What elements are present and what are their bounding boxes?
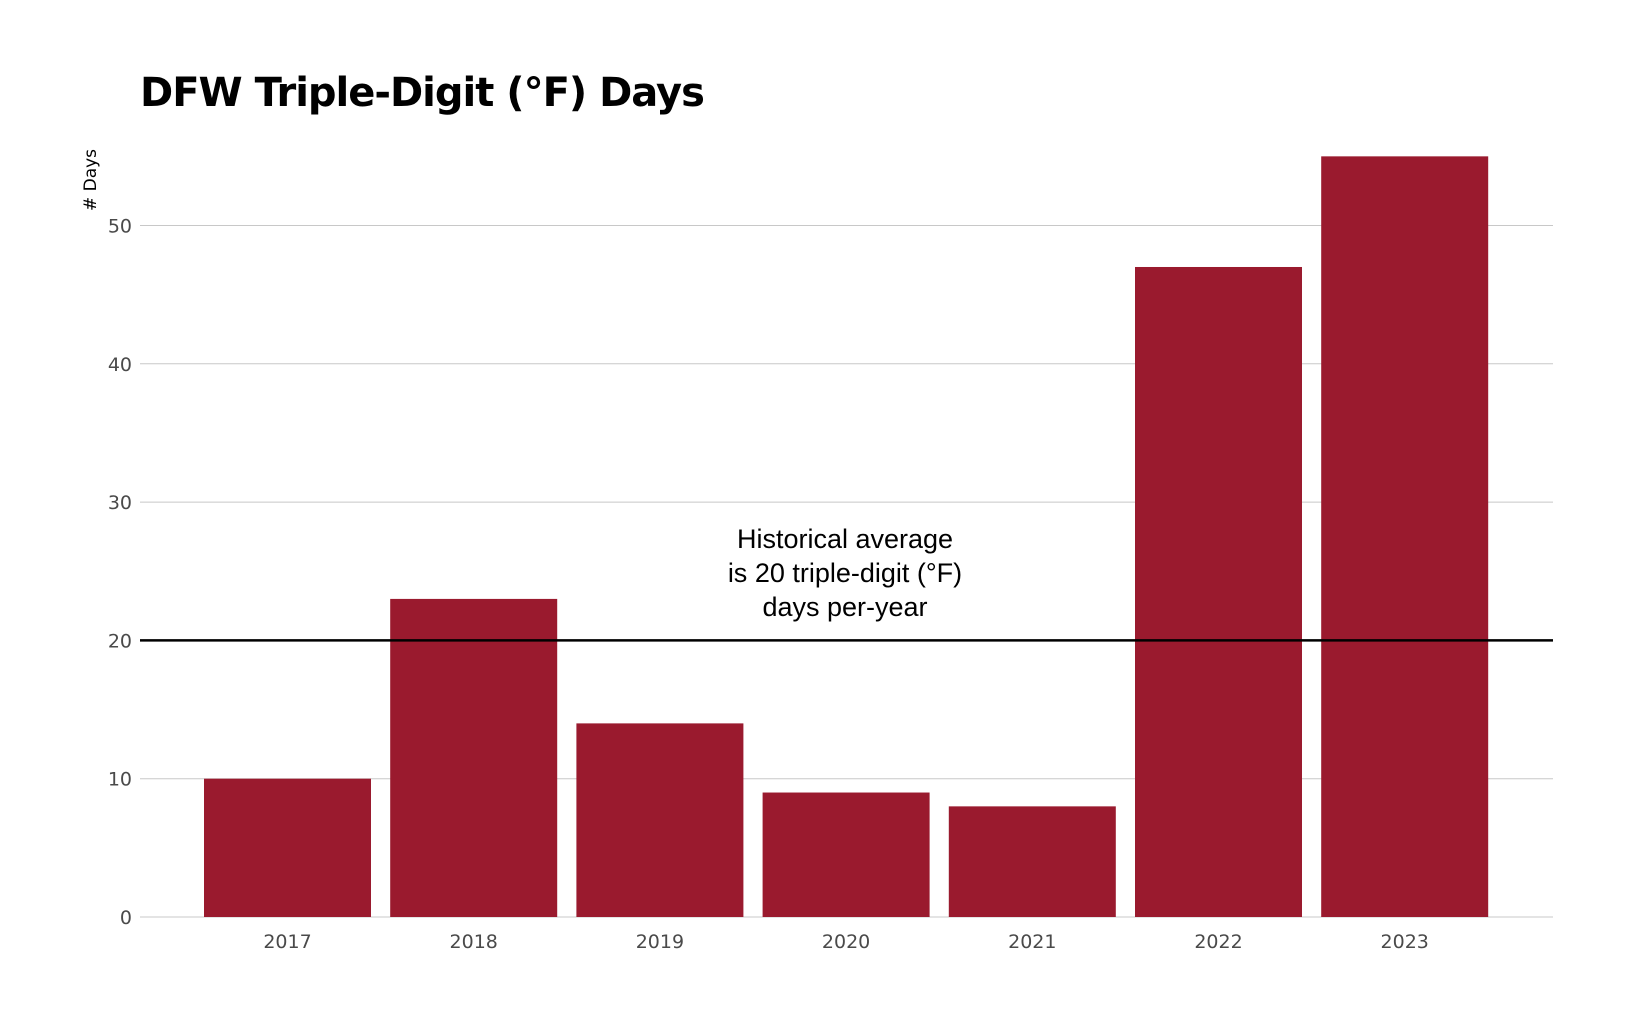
x-tick-label: 2022 — [1194, 931, 1242, 953]
y-axis-title: # Days — [81, 149, 101, 211]
x-tick-label: 2023 — [1381, 931, 1429, 953]
y-tick-label: 10 — [108, 769, 132, 791]
x-tick-label: 2020 — [822, 931, 870, 953]
chart-title: DFW Triple-Digit (°F) Days — [140, 70, 705, 116]
annotation-line: Historical average — [737, 524, 953, 554]
bar-2020 — [762, 792, 930, 917]
y-tick-label: 30 — [108, 492, 132, 514]
y-tick-label: 40 — [108, 354, 132, 376]
bar-2023 — [1321, 156, 1489, 918]
bar-2018 — [390, 598, 558, 917]
x-tick-label: 2018 — [450, 931, 498, 953]
annotation-line: is 20 triple-digit (°F) — [728, 558, 962, 588]
bar-2021 — [948, 806, 1116, 917]
x-tick-labels: 2017 2018 2019 2020 2021 2022 2023 — [263, 931, 1429, 953]
bars — [204, 156, 1489, 918]
y-tick-label: 0 — [120, 907, 132, 929]
bar-2022 — [1135, 266, 1302, 917]
x-tick-label: 2019 — [636, 931, 684, 953]
y-tick-label: 20 — [108, 630, 132, 652]
annotation-line: days per-year — [762, 592, 927, 622]
x-tick-label: 2021 — [1008, 931, 1056, 953]
bar-2017 — [204, 778, 371, 917]
bar-2019 — [576, 723, 744, 917]
y-tick-label: 50 — [108, 216, 132, 238]
reference-annotation: Historical average is 20 triple-digit (°F… — [728, 524, 962, 622]
x-tick-label: 2017 — [263, 931, 311, 953]
y-tick-labels: 0 10 20 30 40 50 — [108, 216, 132, 930]
